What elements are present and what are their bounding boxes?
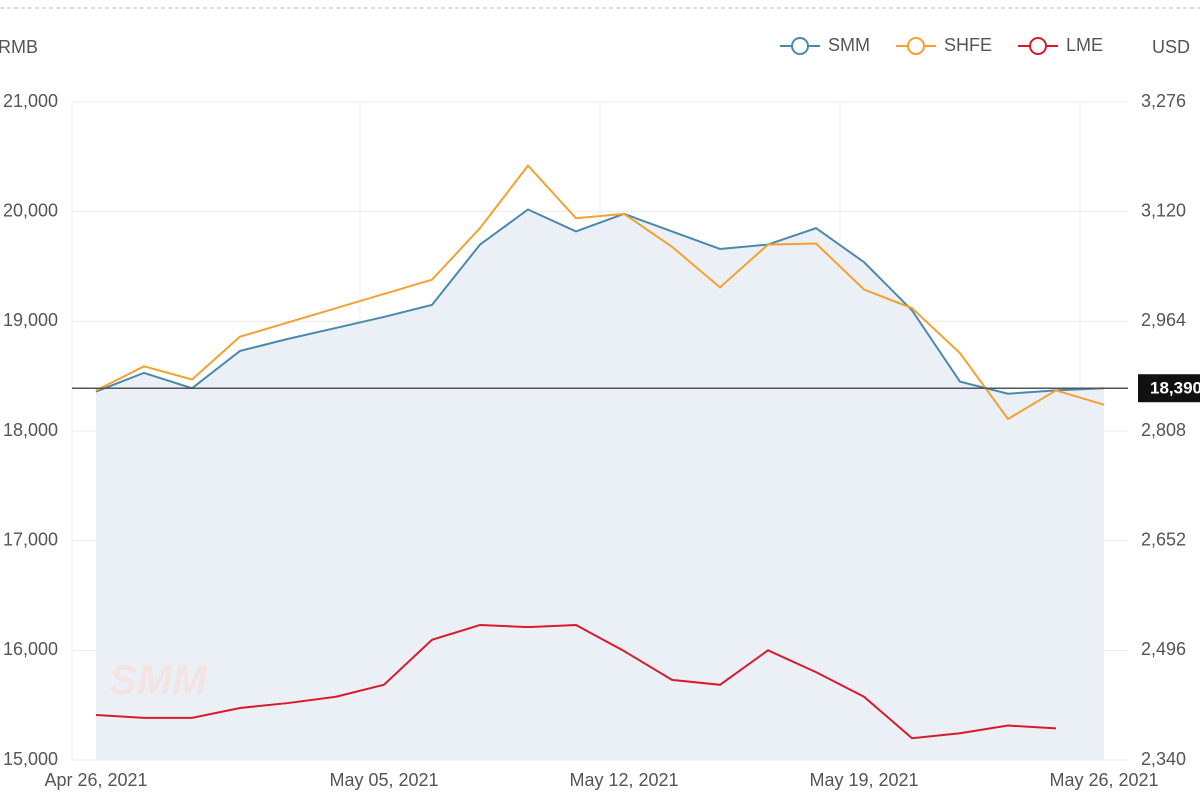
y-tick-label: 19,000: [3, 310, 58, 330]
y-tick-label: 15,000: [3, 749, 58, 769]
y2-tick-label: 3,276: [1141, 91, 1186, 111]
lines: [72, 164, 1128, 740]
y-tick-label: 16,000: [3, 639, 58, 659]
legend-marker: [1029, 37, 1048, 55]
legend-label: LME: [1066, 35, 1103, 55]
areas: [96, 209, 1104, 760]
y-tick-label: 17,000: [3, 529, 58, 549]
y2-axis-label: USD: [1152, 37, 1190, 57]
y2-tick-label: 2,808: [1141, 420, 1186, 440]
line: [95, 208, 1105, 395]
reference-label-box: [1138, 374, 1200, 403]
x-tick-label: May 19, 2021: [809, 770, 918, 790]
x-tick-label: May 12, 2021: [569, 770, 678, 790]
legend-label: SHFE: [944, 35, 992, 55]
y-tick-label: 20,000: [3, 200, 58, 220]
y-axis-label: RMB: [0, 37, 38, 57]
line: [95, 164, 1105, 421]
x-tick-label: May 26, 2021: [1049, 770, 1158, 790]
y2-tick-label: 2,496: [1141, 639, 1186, 659]
watermark: SMM: [109, 656, 208, 703]
legend-marker: [791, 37, 809, 55]
legend-label: SMM: [828, 35, 870, 55]
x-tick-label: May 05, 2021: [329, 770, 438, 790]
y-tick-label: 21,000: [3, 91, 58, 111]
reference-label: 18,390: [1150, 379, 1200, 398]
line: [95, 624, 1057, 740]
area: [96, 209, 1104, 760]
y2-tick-label: 2,964: [1141, 310, 1186, 330]
legend-marker: [907, 37, 925, 55]
x-tick-label: Apr 26, 2021: [44, 770, 147, 790]
y-tick-label: 18,000: [3, 420, 58, 440]
y2-tick-label: 2,340: [1141, 749, 1186, 769]
labels: 15,000 16,000 17,000 18,000 19,000 20,000 21,0…: [3, 35, 1200, 790]
y2-tick-label: 3,120: [1141, 200, 1186, 220]
y2-tick-label: 2,652: [1141, 529, 1186, 549]
